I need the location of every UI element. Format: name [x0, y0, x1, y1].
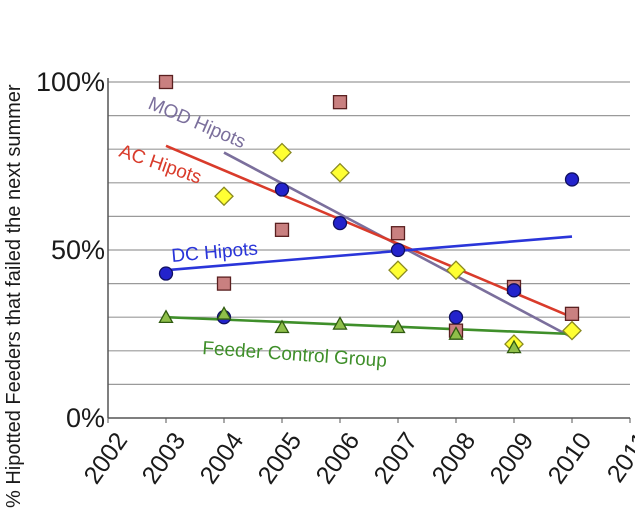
data-point-triangle	[274, 319, 290, 334]
data-point-triangle	[448, 326, 464, 340]
data-point-diamond	[446, 260, 466, 281]
data-point-circle	[390, 242, 406, 258]
trend-label: MOD Hipots	[145, 93, 248, 153]
trend-line	[165, 144, 573, 319]
x-tick-label: 2005	[252, 427, 307, 489]
data-point-circle	[332, 215, 348, 231]
x-tick-label: 2009	[484, 427, 539, 489]
data-point-square	[332, 95, 348, 110]
trend-line	[165, 315, 573, 336]
axes: 0% 50% 100% 2002 2003 2004 2005 2006 2007 2008 200…	[36, 67, 635, 489]
x-tick-label: 2011	[602, 427, 635, 487]
trend-line	[165, 235, 573, 272]
x-tick-label: 2007	[368, 427, 423, 489]
data-point-circle	[448, 310, 464, 325]
x-tick-label: 2003	[136, 427, 191, 489]
data-point-triangle	[158, 309, 174, 324]
data-point-square	[158, 74, 174, 90]
data-point-triangle	[332, 316, 348, 330]
data-point-circle	[506, 283, 522, 298]
trend-label: AC Hipots	[116, 141, 204, 189]
data-point-square	[274, 222, 290, 237]
x-tick-label: 2010	[542, 427, 597, 489]
y-tick-label: 100%	[36, 67, 105, 97]
trend-label: Feeder Control Group	[202, 338, 388, 372]
y-tick-label: 50%	[51, 235, 105, 265]
y-axis-label: % Hipotted Feeders that failed the next …	[3, 84, 25, 508]
data-point-square	[216, 276, 232, 291]
data-point-triangle	[216, 306, 232, 320]
x-tick-label: 2004	[194, 427, 249, 489]
data-point-diamond	[330, 162, 350, 183]
data-point-square	[390, 226, 406, 241]
x-tick-label: 2006	[310, 427, 365, 489]
data-point-circle	[158, 266, 174, 281]
data-point-circle	[274, 182, 290, 197]
x-tick-label: 2008	[426, 427, 481, 489]
data-point-circle	[564, 172, 580, 187]
data-points	[158, 74, 582, 354]
data-point-diamond	[272, 142, 292, 163]
data-point-square	[564, 306, 580, 321]
data-point-diamond	[388, 260, 408, 281]
data-point-diamond	[562, 320, 582, 341]
x-tick-label: 2002	[78, 427, 133, 489]
y-tick-label: 0%	[66, 403, 105, 433]
data-point-diamond	[214, 186, 234, 207]
data-point-triangle	[506, 339, 522, 354]
data-point-triangle	[390, 319, 406, 334]
